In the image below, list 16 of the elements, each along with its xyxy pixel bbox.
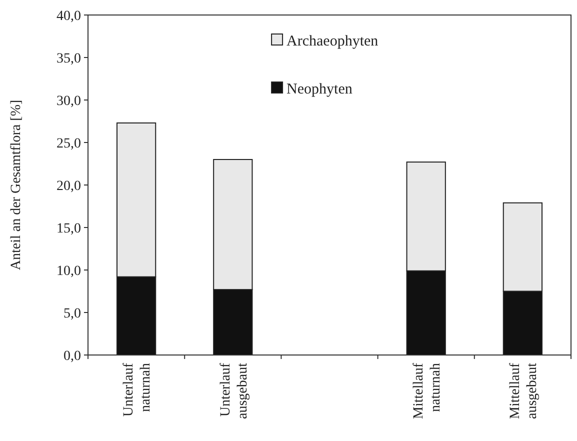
x-tick-label: Mittellauf naturnah	[412, 362, 444, 419]
x-tick-label: Mittellauf ausgebaut	[508, 362, 540, 419]
y-tick-label: 35,0	[56, 51, 81, 66]
y-tick-label: 15,0	[56, 221, 81, 236]
x-tick-label: Unterlauf ausgebaut	[218, 362, 250, 419]
legend-label: Neophyten	[286, 81, 353, 98]
y-tick-label: 0,0	[64, 348, 81, 364]
y-tick-label: 10,0	[56, 264, 81, 279]
legend-label: Archaeophyten	[286, 33, 379, 50]
x-tick-label: Unterlauf naturnah	[122, 362, 154, 417]
y-tick-label: 40,0	[56, 8, 81, 24]
y-tick-label: 25,0	[56, 136, 81, 152]
y-tick-label: 20,0	[56, 178, 81, 194]
y-axis-title: Anteil an der Gesamtflora [%]	[9, 100, 24, 270]
y-tick-label: 30,0	[56, 94, 81, 109]
y-tick-label: 5,0	[64, 306, 81, 322]
